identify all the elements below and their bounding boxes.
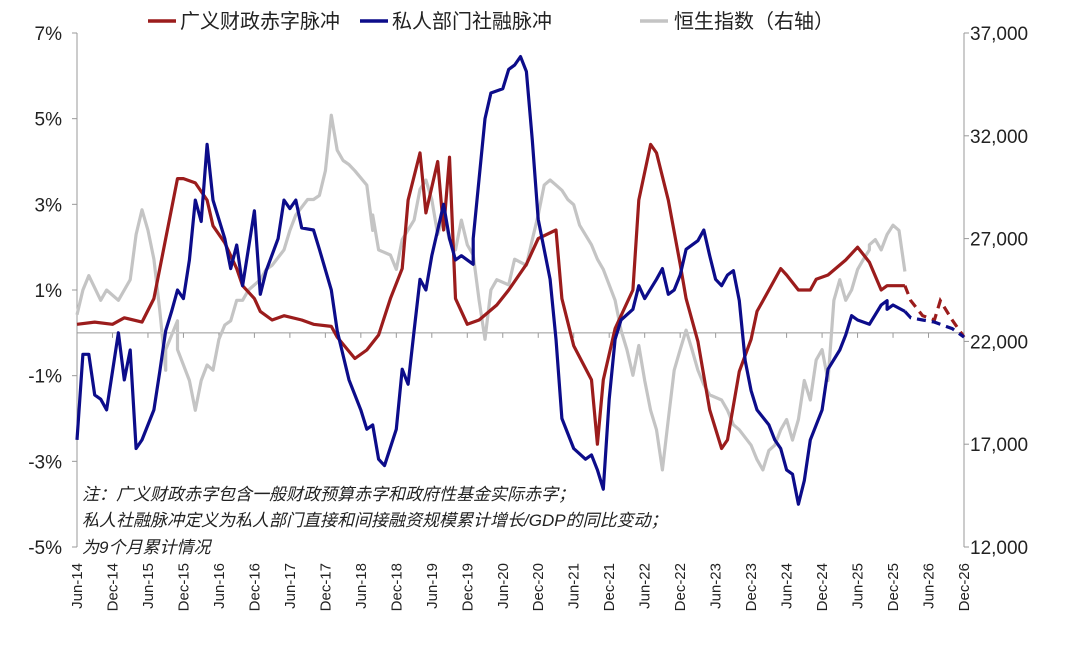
legend-label-hsi: 恒生指数（右轴） <box>674 10 834 33</box>
x-tick-label: Jun-15 <box>140 563 157 609</box>
x-tick-label: Dec-23 <box>743 563 760 611</box>
note-line-2: 私人社融脉冲定义为私人部门直接和间接融资规模累计增长/GDP的同比变动； <box>82 511 668 530</box>
series-projection-0 <box>903 285 966 339</box>
series-projection-1 <box>903 310 965 339</box>
x-tick-label: Jun-17 <box>282 563 299 609</box>
series-line-1 <box>75 55 906 506</box>
right-tick-label: 27,000 <box>970 230 1028 251</box>
x-tick-label: Dec-25 <box>885 563 902 611</box>
left-tick-label: 3% <box>35 195 63 216</box>
right-tick-label: 37,000 <box>970 24 1028 45</box>
x-tick-label: Jun-14 <box>69 563 86 609</box>
x-tick-label: Jun-24 <box>779 563 796 609</box>
legend-label-private: 私人部门社融脉冲 <box>392 10 552 33</box>
x-tick-label: Dec-21 <box>601 563 618 611</box>
footnote: 注：广义财政赤字包含一般财政预算赤字和政府性基金实际赤字； 私人社融脉冲定义为私… <box>82 485 668 557</box>
left-tick-label: 1% <box>35 281 63 302</box>
left-tick-label: -1% <box>28 367 62 388</box>
x-tick-label: Dec-19 <box>459 563 476 611</box>
x-tick-label: Dec-26 <box>956 563 973 611</box>
right-tick-label: 22,000 <box>970 332 1028 353</box>
x-tick-label: Jun-18 <box>353 563 370 609</box>
x-tick-label: Jun-22 <box>637 563 654 609</box>
x-tick-label: Jun-25 <box>850 563 867 609</box>
series-line-2 <box>75 113 907 472</box>
x-tick-label: Dec-15 <box>175 563 192 611</box>
x-tick-label: Jun-21 <box>566 563 583 609</box>
x-tick-label: Dec-16 <box>246 563 263 611</box>
legend-label-fiscal: 广义财政赤字脉冲 <box>180 10 340 33</box>
note-line-1: 注：广义财政赤字包含一般财政预算赤字和政府性基金实际赤字； <box>82 485 575 504</box>
x-tick-label: Dec-14 <box>104 563 121 611</box>
x-tick-label: Dec-18 <box>388 563 405 611</box>
right-tick-label: 32,000 <box>970 127 1028 148</box>
right-tick-label: 17,000 <box>970 435 1028 456</box>
x-tick-label: Jun-26 <box>921 563 938 609</box>
note-line-3: 为9个月累计情况 <box>82 538 212 557</box>
left-tick-label: -3% <box>28 452 62 473</box>
x-tick-label: Dec-24 <box>814 563 831 611</box>
x-tick-label: Jun-23 <box>708 563 725 609</box>
right-tick-label: 12,000 <box>970 538 1028 559</box>
x-tick-label: Jun-20 <box>495 563 512 609</box>
series-lines <box>75 55 966 506</box>
x-tick-label: Dec-17 <box>317 563 334 611</box>
x-tick-label: Dec-22 <box>672 563 689 611</box>
left-tick-label: -5% <box>28 538 62 559</box>
axes: 7% 5% 3% 1% -1% -3% -5% 37,000 32,000 27,000 22,00… <box>28 24 1028 611</box>
x-tick-label: Jun-19 <box>424 563 441 609</box>
left-tick-label: 5% <box>35 110 63 131</box>
left-tick-label: 7% <box>35 24 63 45</box>
x-tick-label: Jun-16 <box>211 563 228 609</box>
legend: 广义财政赤字脉冲 私人部门社融脉冲 恒生指数（右轴） <box>148 10 834 33</box>
x-tick-label: Dec-20 <box>530 563 547 611</box>
